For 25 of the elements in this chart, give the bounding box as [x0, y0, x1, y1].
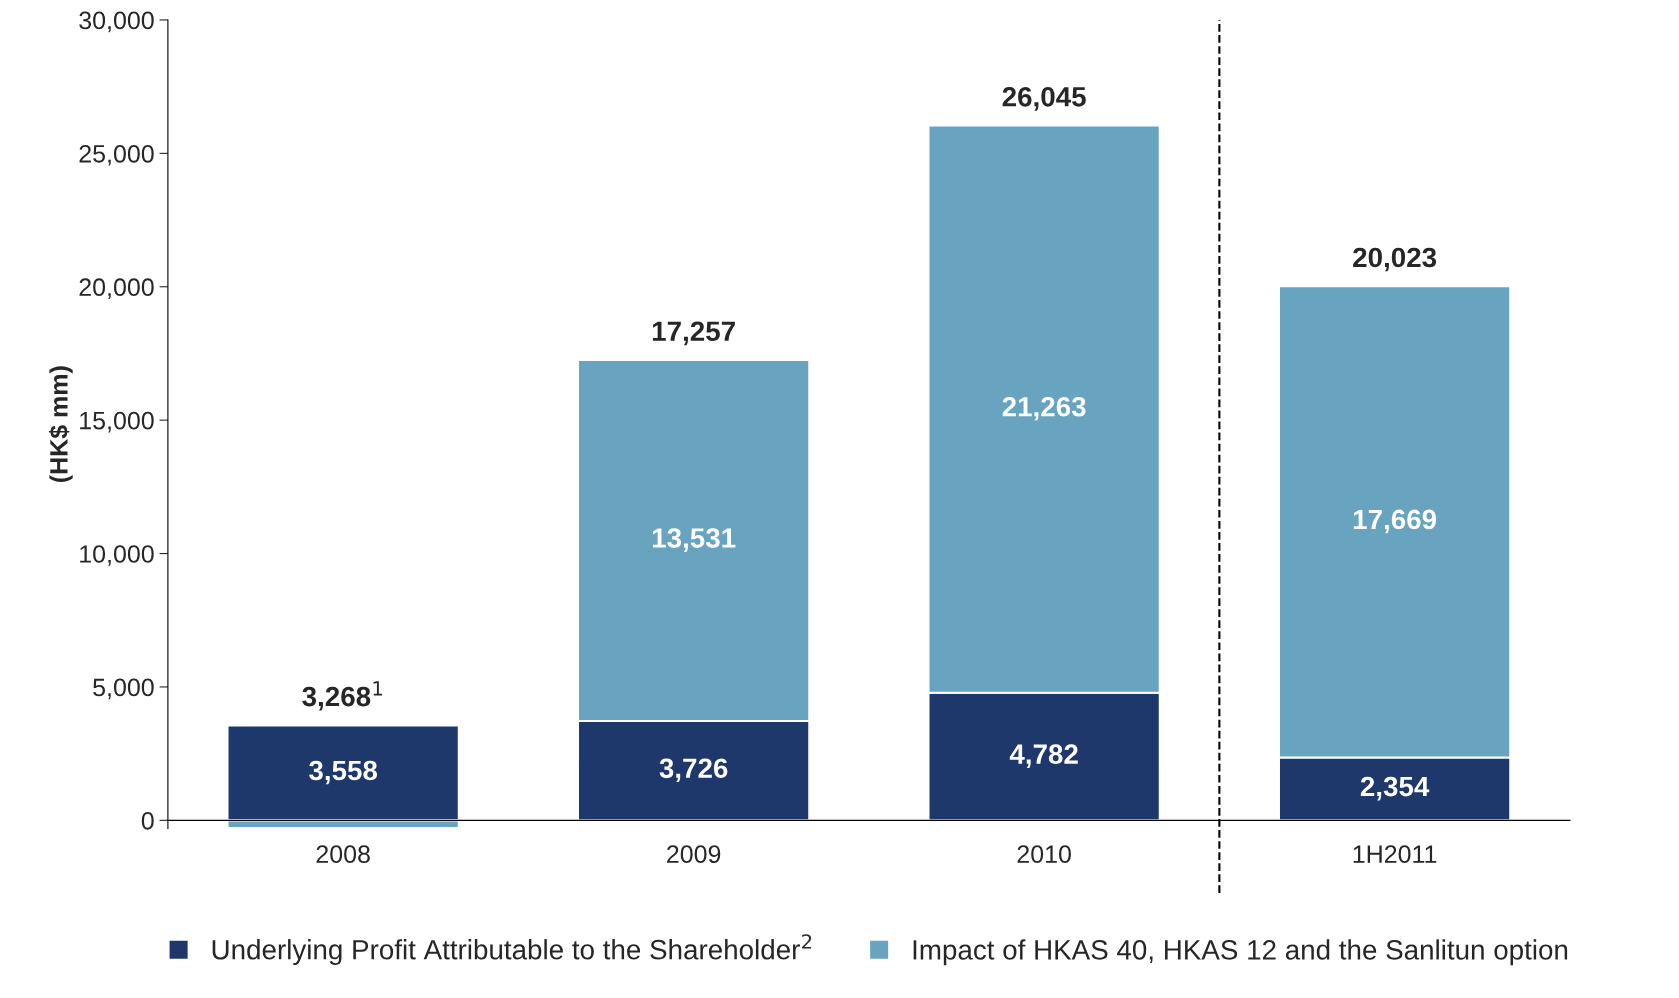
- y-tick-label: 0: [141, 811, 154, 830]
- x-tick-label: 2010: [1017, 845, 1071, 864]
- total-label: 3,268$^{1}$: [302, 681, 382, 711]
- total-label: 17,257: [652, 321, 735, 346]
- y-tick-label: 25,000: [79, 144, 154, 166]
- data-label: 2,354: [1360, 776, 1430, 801]
- y-tick-label: 15,000: [80, 411, 154, 433]
- x-tick-label: 2008: [316, 845, 370, 864]
- legend-label: Underlying Profit Attributable to the Shareholder$^{2}$: [212, 934, 812, 966]
- x-tick-label: 1H2011: [1353, 845, 1437, 864]
- legend-label: Impact of HKAS 40, HKAS 12 and the Sanlitun option: [913, 939, 1568, 966]
- data-label: 3,726: [659, 758, 728, 783]
- data-label: 3,558: [309, 760, 378, 785]
- x-tick-label: 2009: [667, 845, 721, 864]
- data-label: 21,263: [1002, 396, 1086, 421]
- total-label: 20,023: [1353, 247, 1437, 272]
- data-label: 13,531: [652, 528, 736, 552]
- total-label: 26,045: [1002, 86, 1086, 111]
- data-label: 4,782: [1009, 744, 1078, 769]
- y-tick-label: 10,000: [80, 545, 154, 566]
- y-tick-label: 30,000: [79, 11, 154, 33]
- y-axis-title: (HK$ mm): [48, 366, 73, 482]
- y-tick-label: 5,000: [93, 678, 154, 700]
- data-label: 17,669: [1353, 509, 1437, 534]
- y-tick-label: 20,000: [79, 278, 154, 300]
